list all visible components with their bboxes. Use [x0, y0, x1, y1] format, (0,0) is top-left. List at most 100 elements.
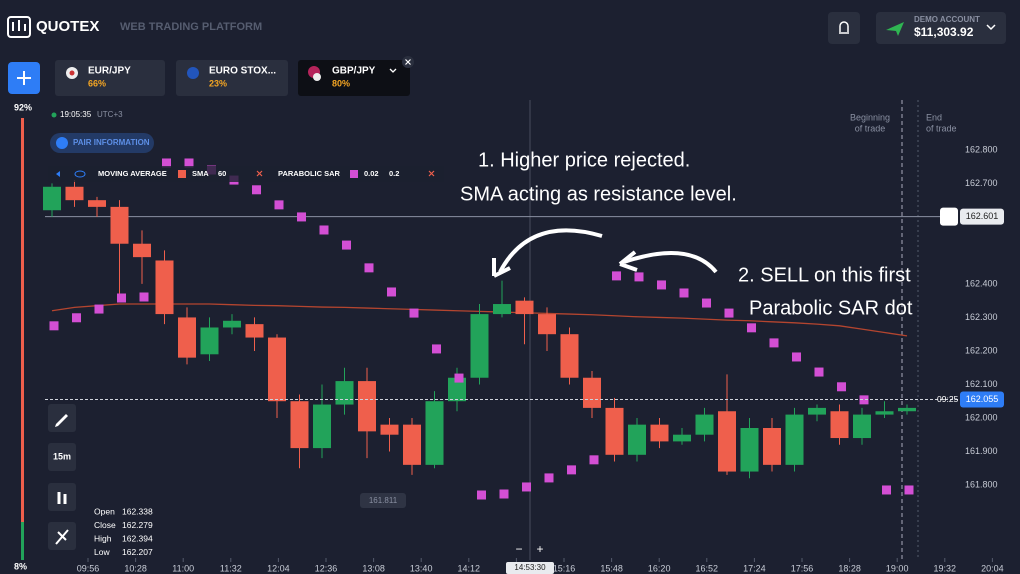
account-button[interactable]: [876, 12, 1006, 44]
sar-dot: [274, 200, 284, 210]
candle-body: [133, 243, 151, 258]
zoom-out[interactable]: −: [515, 542, 522, 556]
live-dot: [51, 112, 57, 118]
logo-icon: [7, 16, 31, 38]
candle-body: [200, 327, 219, 355]
candle-body: [673, 434, 691, 442]
time-tick-label: 18:28: [838, 563, 861, 573]
timeframe-button[interactable]: [48, 443, 76, 471]
time-tick-label: 09:56: [77, 563, 100, 573]
info-icon: [56, 137, 68, 149]
logo: QUOTEX: [36, 18, 99, 35]
ohlc-box: Open 162.338 Close 162.279 High 162.394 Low 162…: [94, 506, 153, 557]
flag: [187, 67, 199, 79]
sar-dot: [544, 473, 554, 483]
visibility-icon[interactable]: [74, 170, 86, 178]
timeframe: 15m: [53, 451, 71, 461]
time-tick-label: 17:24: [743, 563, 766, 573]
candle-body: [808, 407, 826, 415]
pair-info-button[interactable]: [50, 133, 154, 153]
notifications-button[interactable]: [828, 12, 860, 44]
collapse-icon[interactable]: [56, 171, 60, 177]
low-marker: 161.811: [369, 496, 398, 505]
candle-body: [538, 314, 556, 335]
sar-dot: [859, 395, 869, 405]
candle-body: [628, 424, 646, 455]
candle-body: [515, 300, 534, 315]
time-tick-label: 15:16: [553, 563, 576, 573]
sar-dot: [814, 367, 824, 377]
tab-active[interactable]: [298, 60, 410, 96]
arrow: [498, 228, 603, 273]
up-percent: 92%: [14, 102, 32, 112]
tab-payout: 80%: [332, 78, 350, 88]
time-tick-label: 13:40: [410, 563, 433, 573]
sar-dot: [184, 158, 194, 168]
candle-body: [88, 200, 106, 207]
candle-body: [493, 304, 511, 315]
candle-body: [313, 404, 331, 449]
candle-body: [155, 260, 174, 315]
sar-dot: [657, 280, 666, 290]
time-tick-label: 11:00: [172, 563, 194, 573]
ohlc-value: 162.207: [122, 547, 153, 557]
tab-name: EUR/JPY: [88, 66, 131, 77]
ma-swatch: [178, 170, 186, 178]
sar-dot: [499, 489, 509, 499]
sentiment-up-bar: [21, 522, 24, 560]
sar-dot: [769, 338, 779, 348]
sar-dot: [837, 382, 846, 392]
chart: 162.800162.700162.600162.400162.300162.2…: [43, 100, 1004, 574]
crosshair-time: 14:53:30: [514, 563, 546, 572]
sar-dot: [522, 482, 531, 492]
pencil-icon: [55, 414, 68, 427]
sar-dot: [882, 485, 891, 495]
arrowhead: [618, 250, 638, 272]
remove-indicator[interactable]: [428, 170, 435, 177]
tab-payout: 66%: [88, 78, 106, 88]
candles-icon: [57, 492, 67, 504]
sar-dot: [612, 271, 621, 281]
chevron: [986, 24, 996, 31]
annotation: Parabolic SAR dot: [749, 297, 913, 319]
candle-body: [290, 401, 309, 449]
candle-body: [268, 337, 286, 402]
candle-body: [830, 411, 849, 439]
arrow: [623, 251, 718, 274]
sar-dot: [387, 287, 396, 297]
tab[interactable]: [55, 60, 165, 96]
low-marker-box: [360, 493, 406, 508]
candle-body: [898, 407, 916, 412]
candle-body: [43, 186, 61, 211]
sar-dot: [432, 344, 441, 354]
level-label-box: [960, 208, 1004, 225]
annotation: 2. SELL on this first: [738, 264, 911, 286]
sar-step: 0.02: [364, 169, 379, 178]
sar-dot: [477, 490, 486, 500]
sar-dot: [252, 185, 261, 195]
candle-body: [605, 407, 624, 455]
sar-dot: [409, 308, 419, 318]
remove-indicator[interactable]: [256, 170, 263, 177]
balance: $11,303.92: [914, 25, 974, 39]
price-tick-label: 162.800: [965, 144, 998, 154]
sar-dot: [162, 158, 171, 168]
sar-dot: [904, 485, 914, 495]
ohlc-value: 162.279: [122, 520, 153, 530]
sar-dot: [792, 352, 801, 362]
candle-body: [335, 381, 354, 405]
clock: 19:05:35: [60, 110, 92, 119]
ma-period: 60: [218, 169, 226, 178]
sentiment-down-bar: [21, 118, 24, 522]
time-tick-label: 14:12: [458, 563, 481, 573]
sar-label: PARABOLIC SAR: [278, 169, 341, 178]
chart-type-button[interactable]: [48, 483, 76, 511]
sar-dot: [454, 373, 464, 383]
price-tick-label: 162.200: [965, 345, 998, 355]
sar-dot: [72, 313, 81, 323]
down-percent: 8%: [14, 561, 27, 571]
zoom-in[interactable]: +: [536, 542, 543, 556]
tab[interactable]: [176, 60, 288, 96]
tools-icon: [55, 529, 69, 545]
